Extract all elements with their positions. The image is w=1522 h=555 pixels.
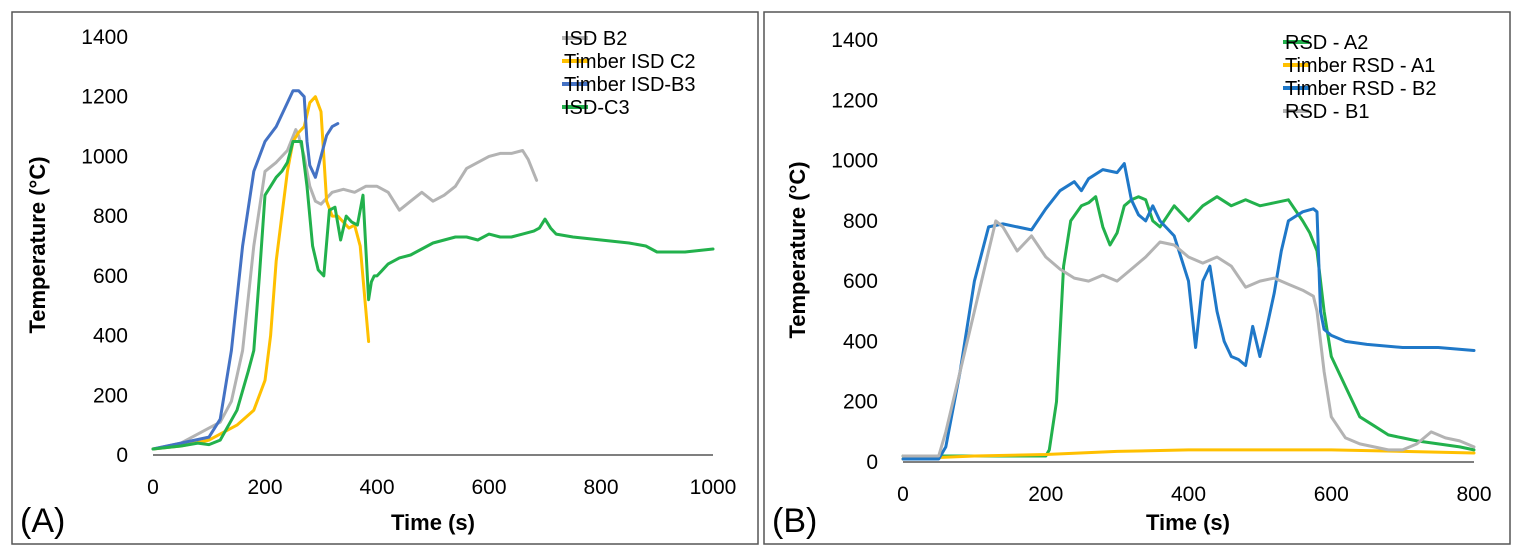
panel-a-y-axis-title: Temperature (°C)	[25, 156, 50, 333]
panel-b-y-tick-label: 800	[843, 210, 878, 233]
panel-a-y-tick-label: 1000	[81, 145, 128, 168]
panel-a-y-tick-label: 0	[116, 444, 128, 467]
series-line-rsd-b1	[901, 219, 1476, 458]
panel-b-y-tick-label: 600	[843, 270, 878, 293]
panel-a-y-tick-label: 1200	[81, 86, 128, 109]
panel-a: 0 200 400 600 800 1000 1200 1400 0 200 400 600 800 1…	[11, 11, 759, 545]
panel-a-x-tick-label: 200	[247, 476, 282, 499]
series-line-isd-b2	[151, 128, 539, 451]
series-line-timber-rsd-a1	[901, 448, 1476, 461]
panel-a-y-tick-label: 200	[93, 384, 128, 407]
panel-b-y-tick-label: 1200	[831, 89, 878, 112]
panel-a-y-tick-label: 400	[93, 325, 128, 348]
panel-b-y-tick-label: 1000	[831, 150, 878, 173]
legend-label-timber-isd-b3: Timber ISD-B3	[564, 74, 696, 96]
panel-a-y-tick-label: 600	[93, 265, 128, 288]
panel-b-x-tick-label: 0	[897, 483, 909, 506]
panel-a-x-axis-title: Time (s)	[391, 510, 475, 535]
panel-b-y-ticks: 0 200 400 600 800 1000 1200 1400	[831, 29, 878, 474]
panel-b-y-axis-title: Temperature (°C)	[785, 161, 810, 338]
series-line-timber-rsd-b2	[901, 162, 1476, 461]
panel-a-x-tick-label: 800	[583, 476, 618, 499]
panel-b-y-tick-label: 400	[843, 330, 878, 353]
series-line-timber-isd-b3	[151, 89, 340, 451]
panel-b-x-tick-label: 400	[1171, 483, 1206, 506]
panel-b-series-lines	[901, 162, 1476, 461]
panel-a-label: (A)	[20, 502, 65, 540]
panel-a-y-ticks: 0 200 400 600 800 1000 1200 1400	[81, 26, 128, 467]
panel-b-x-tick-label: 800	[1456, 483, 1491, 506]
panel-b-x-ticks: 0 200 400 600 800	[897, 483, 1491, 506]
panel-b-x-tick-label: 200	[1028, 483, 1063, 506]
legend-label-timber-isd-c2: Timber ISD C2	[564, 51, 696, 73]
series-line-isd-c3	[151, 140, 715, 451]
legend-label-timber-rsd-b2: Timber RSD - B2	[1285, 78, 1437, 100]
panel-a-x-tick-label: 0	[147, 476, 159, 499]
panel-a-y-tick-label: 800	[93, 205, 128, 228]
panel-a-x-tick-label: 600	[471, 476, 506, 499]
panel-b-border	[763, 11, 1511, 545]
panel-a-x-tick-label: 400	[359, 476, 394, 499]
legend-label-isd-b2: ISD B2	[564, 28, 627, 50]
legend-label-timber-rsd-a1: Timber RSD - A1	[1285, 55, 1435, 77]
panel-a-x-tick-label: 1000	[690, 476, 737, 499]
panel-b-x-axis-title: Time (s)	[1146, 510, 1230, 535]
panel-b-y-tick-label: 1400	[831, 29, 878, 52]
legend-label-rsd-a2: RSD - A2	[1285, 32, 1368, 54]
legend-label-rsd-b1: RSD - B1	[1285, 101, 1369, 123]
panel-b-y-tick-label: 0	[866, 451, 878, 474]
series-line-rsd-a2	[901, 195, 1476, 458]
panel-a-y-tick-label: 1400	[81, 26, 128, 49]
legend-label-isd-c3: ISD-C3	[564, 97, 630, 119]
panel-a-series-lines	[151, 89, 715, 451]
panel-a-x-ticks: 0 200 400 600 800 1000	[147, 476, 736, 499]
panel-b-x-tick-label: 600	[1314, 483, 1349, 506]
panel-b-y-tick-label: 200	[843, 391, 878, 414]
panel-b-label: (B)	[772, 502, 817, 540]
